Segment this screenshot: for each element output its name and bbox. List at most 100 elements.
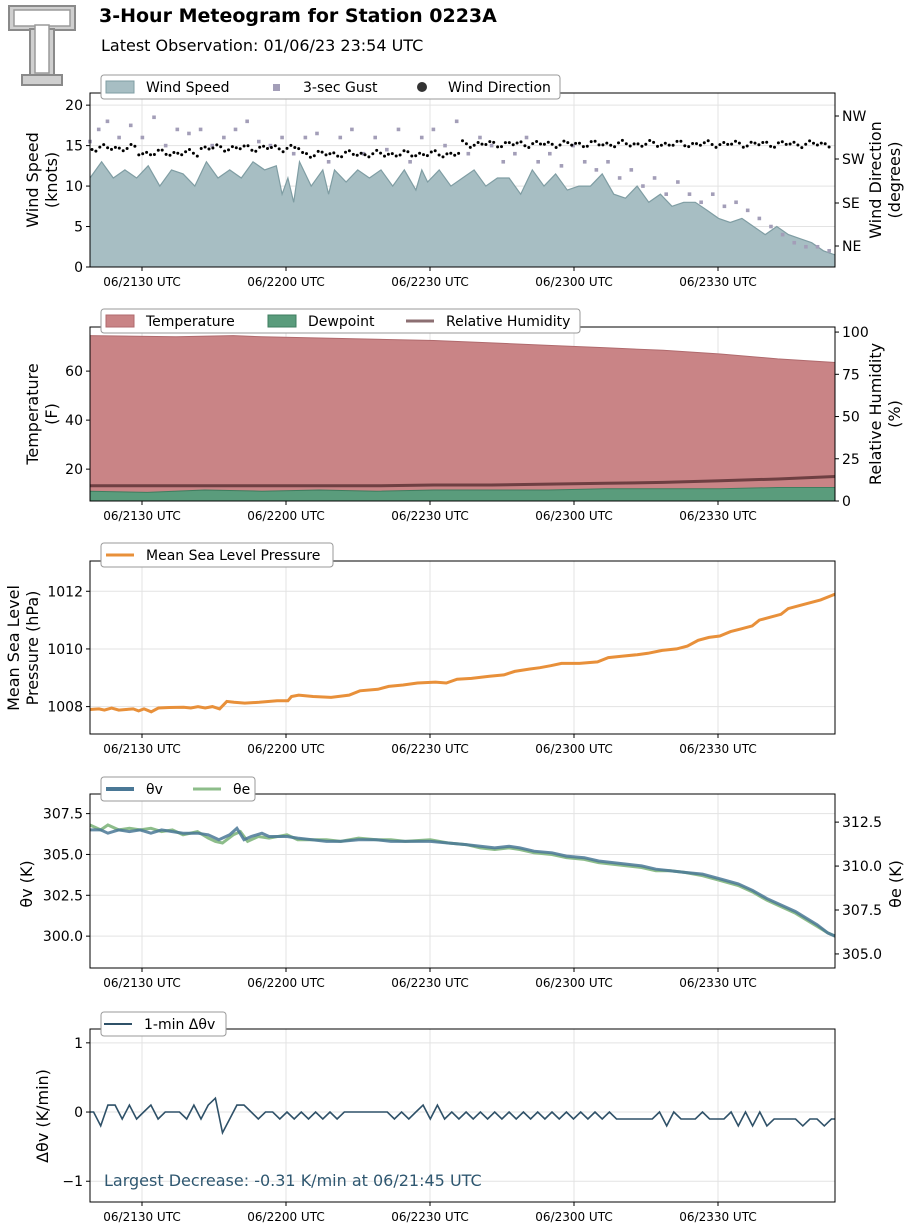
x-tick-label: 06/2300 UTC	[535, 1210, 612, 1224]
legend-swatch	[267, 314, 297, 328]
dtheta-line	[90, 1096, 835, 1136]
x-tick-label: 06/2330 UTC	[679, 275, 756, 289]
wind-direction-marker	[542, 142, 546, 146]
wind-direction-marker	[305, 152, 308, 156]
wind-direction-marker	[160, 148, 164, 152]
x-tick-label: 06/2130 UTC	[103, 976, 180, 990]
gust-marker	[96, 127, 101, 132]
wind-direction-marker	[367, 155, 371, 159]
gust-marker	[641, 184, 645, 188]
wind-direction-marker	[702, 141, 706, 145]
wind-direction-marker	[570, 143, 574, 147]
x-tick-label: 06/2300 UTC	[535, 742, 612, 756]
wind-direction-marker	[386, 152, 390, 156]
gust-marker	[350, 127, 354, 132]
wind-direction-marker	[617, 141, 620, 145]
y2-tick-label: 75	[842, 367, 860, 383]
wind-direction-marker	[293, 146, 297, 149]
wind-direction-marker	[125, 147, 129, 150]
wind-direction-marker	[609, 143, 613, 147]
wind-direction-marker	[402, 149, 406, 153]
wind-direction-marker	[223, 149, 227, 153]
y-tick-label: 20	[65, 462, 83, 478]
wind-direction-marker	[784, 142, 788, 146]
wind-direction-marker	[718, 143, 722, 147]
wind-direction-marker	[371, 152, 375, 156]
wind-direction-marker	[597, 143, 601, 147]
wind-direction-marker	[266, 147, 269, 150]
wind-direction-marker	[515, 141, 519, 145]
wind-direction-marker	[164, 152, 168, 156]
wind-direction-marker	[347, 149, 351, 153]
wind-direction-marker	[648, 139, 652, 142]
gust-marker	[582, 159, 587, 164]
wind-direction-marker	[644, 142, 648, 146]
wind-direction-marker	[269, 146, 273, 149]
gust-marker	[361, 151, 366, 156]
wind-direction-marker	[698, 143, 702, 147]
wind-direction-marker	[511, 143, 515, 147]
legend-label: 3-sec Gust	[303, 80, 378, 96]
wind-direction-marker	[800, 146, 804, 150]
y-tick-label: 10	[65, 179, 83, 195]
gust-marker	[769, 224, 773, 229]
wind-direction-marker	[410, 154, 414, 158]
wind-direction-marker	[281, 150, 285, 154]
gust-marker	[827, 249, 831, 253]
gust-marker	[140, 135, 145, 140]
wind-direction-marker	[437, 153, 441, 157]
wind-direction-marker	[149, 153, 152, 157]
y-tick-label: 0	[74, 1105, 83, 1121]
wind-direction-marker	[398, 153, 402, 157]
wind-direction-marker	[273, 144, 277, 148]
legend-label: 1-min Δθv	[144, 1017, 215, 1033]
wind-direction-marker	[461, 139, 464, 143]
wind-direction-marker	[110, 147, 113, 151]
gust-marker	[431, 127, 436, 132]
wind-direction-marker	[726, 142, 730, 146]
legend-label: Mean Sea Level Pressure	[146, 548, 320, 564]
y-tick-label: 302.5	[43, 888, 83, 904]
legend-box	[100, 776, 256, 802]
wind-direction-marker	[507, 141, 511, 145]
wind-direction-marker	[285, 146, 289, 150]
relative-humidity-line	[90, 475, 836, 488]
gust-marker	[513, 151, 517, 156]
gust-marker	[699, 200, 703, 205]
gust-marker	[792, 240, 797, 245]
wind-direction-marker	[379, 151, 383, 155]
wind-direction-marker	[141, 152, 145, 156]
gust-marker	[734, 200, 738, 205]
gust-marker	[478, 135, 482, 140]
gust-marker	[757, 216, 762, 221]
wind-direction-marker	[113, 145, 117, 149]
wind-direction-marker	[753, 141, 757, 145]
gust-marker	[629, 168, 634, 172]
wind-direction-marker	[468, 145, 472, 149]
gust-marker	[652, 176, 657, 180]
y2-tick-label: NE	[842, 239, 861, 255]
x-tick-label: 06/2230 UTC	[391, 976, 468, 990]
gust-marker	[559, 164, 564, 168]
wind-direction-marker	[277, 147, 281, 151]
wind-direction-marker	[500, 145, 503, 149]
gust-marker	[117, 135, 121, 140]
wind-direction-marker	[667, 143, 671, 147]
wind-direction-marker	[320, 150, 324, 154]
wind-direction-marker	[769, 144, 773, 148]
wind-direction-marker	[679, 139, 683, 143]
gust-marker	[187, 131, 191, 136]
legend-swatch	[105, 80, 135, 94]
legend-label: Wind Direction	[448, 80, 551, 96]
wind-direction-marker	[656, 144, 659, 148]
wind-direction-marker	[613, 145, 617, 149]
wind-direction-marker	[145, 150, 149, 154]
wind-direction-marker	[429, 150, 433, 154]
wind-speed-line	[89, 159, 836, 256]
wind-direction-marker	[480, 142, 484, 146]
wind-direction-marker	[90, 148, 94, 151]
gust-marker	[780, 232, 785, 237]
wind-direction-marker	[422, 153, 425, 157]
gust-marker	[373, 135, 377, 140]
